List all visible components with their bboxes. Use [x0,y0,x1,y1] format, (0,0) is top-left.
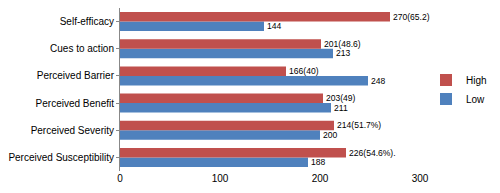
svg-text:270(65.2): 270(65.2) [393,12,430,22]
svg-text:Self-efficacy: Self-efficacy [60,16,114,27]
svg-text:Perceived Benefit: Perceived Benefit [36,98,115,109]
svg-text:Perceived Barrier: Perceived Barrier [37,70,115,81]
svg-text:226(54.6%).: 226(54.6%). [349,148,396,158]
svg-text:203(49): 203(49) [326,93,356,103]
svg-text:Low: Low [466,94,485,105]
svg-text:214(51.7%): 214(51.7%) [337,120,381,130]
svg-text:100: 100 [212,173,229,184]
svg-text:Perceived Severity: Perceived Severity [31,125,114,136]
svg-text:200: 200 [312,173,329,184]
svg-text:248: 248 [371,76,386,86]
svg-text:0: 0 [117,173,123,184]
svg-text:213: 213 [336,48,351,58]
svg-text:201(48.6): 201(48.6) [324,39,361,49]
svg-text:High: High [466,75,487,86]
svg-text:Perceived Susceptibility: Perceived Susceptibility [8,152,114,163]
svg-text:144: 144 [267,21,282,31]
svg-text:200: 200 [323,130,338,140]
svg-text:166(40): 166(40) [289,66,319,76]
svg-text:Cues to action: Cues to action [50,43,114,54]
svg-text:211: 211 [334,103,348,113]
svg-text:300: 300 [412,173,429,184]
svg-text:188: 188 [311,157,326,167]
